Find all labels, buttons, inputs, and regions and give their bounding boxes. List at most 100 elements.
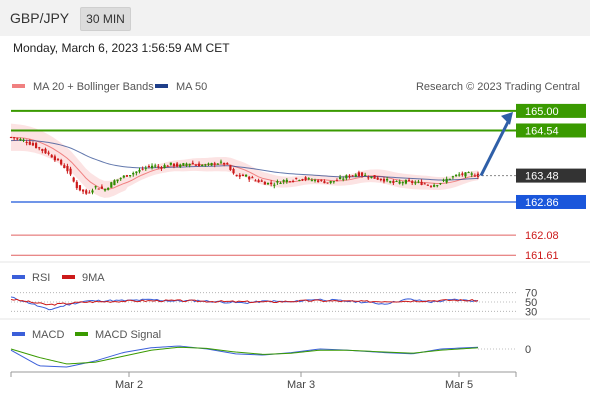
candle-body	[407, 179, 411, 181]
candle-body	[285, 179, 288, 182]
candle-body	[226, 163, 229, 165]
candle-body	[386, 179, 389, 181]
candle-body	[50, 155, 53, 158]
candle-body	[439, 183, 442, 185]
candle-body	[392, 180, 395, 184]
candle-body	[169, 162, 172, 165]
candle-body	[91, 190, 94, 193]
candle-body	[116, 179, 119, 182]
candle-body	[448, 178, 451, 180]
candle-body	[201, 165, 204, 167]
candle-body	[326, 182, 329, 184]
support-label: 162.86	[525, 197, 559, 209]
candle-body	[85, 190, 88, 194]
legend-label: MA 20 + Bollinger Bands	[33, 81, 154, 93]
candle-body	[470, 173, 473, 175]
candle-body	[329, 180, 332, 183]
candle-body	[442, 179, 445, 181]
candle-body	[56, 159, 60, 161]
candle-body	[141, 168, 144, 170]
candle-body	[357, 172, 360, 177]
rsi-tick: 70	[525, 288, 537, 300]
candle-body	[110, 182, 113, 188]
candle-body	[273, 184, 276, 186]
candle-body	[75, 181, 78, 189]
candle-body	[417, 181, 420, 183]
rsi-ma-line	[10, 298, 479, 306]
candle-body	[304, 177, 307, 180]
candle-body	[370, 176, 373, 179]
resistance-label: 165.00	[525, 106, 559, 118]
legend-label: RSI	[32, 272, 50, 284]
candle-body	[382, 178, 386, 182]
candle-body	[16, 138, 19, 140]
candle-body	[373, 175, 376, 179]
candle-body	[216, 163, 219, 165]
candle-body	[404, 180, 408, 184]
candle-body	[47, 152, 50, 154]
ma20-line	[10, 136, 479, 190]
candle-body	[279, 183, 282, 185]
candle-body	[248, 176, 251, 180]
x-tick-label: Mar 3	[287, 379, 315, 391]
extra-support-label: 162.08	[525, 230, 559, 242]
rsi-tick: 50	[525, 297, 537, 309]
legend-swatch	[155, 84, 168, 88]
candle-body	[166, 165, 169, 167]
current-price-label: 163.48	[525, 171, 559, 183]
candle-body	[398, 181, 401, 184]
candle-body	[88, 192, 91, 194]
legend-label: MACD Signal	[95, 329, 161, 341]
candle-body	[191, 162, 194, 164]
candle-body	[25, 142, 28, 144]
candle-body	[307, 178, 310, 180]
candle-body	[132, 172, 135, 175]
candle-body	[125, 175, 129, 177]
candle-body	[345, 175, 348, 179]
candle-body	[229, 165, 232, 170]
candle-body	[163, 165, 166, 169]
rsi-line	[10, 296, 479, 311]
candle-body	[379, 178, 382, 181]
bollinger-band	[11, 123, 478, 198]
target-arrow-shaft	[479, 119, 511, 177]
candle-body	[332, 181, 335, 183]
candle-body	[433, 185, 436, 187]
candle-body	[179, 164, 182, 167]
timeframe-button[interactable]: 30 MIN	[80, 7, 131, 31]
ma50-line	[10, 139, 479, 181]
candle-body	[194, 164, 198, 166]
candle-body	[451, 176, 455, 178]
current-price-badge	[516, 168, 586, 183]
resistance-badge	[516, 123, 586, 138]
legend-swatch	[75, 332, 88, 336]
candle-body	[28, 141, 31, 145]
candle-body	[13, 137, 16, 139]
candle-body	[257, 180, 260, 183]
candle-body	[160, 167, 163, 169]
candle-body	[19, 138, 22, 141]
candle-body	[348, 175, 351, 178]
chart-datetime: Monday, March 6, 2023 1:56:59 AM CET	[13, 41, 230, 55]
credit-text: Research © 2023 Trading Central	[416, 81, 580, 93]
candle-body	[276, 180, 279, 183]
candle-body	[251, 177, 254, 179]
candle-body	[129, 175, 132, 177]
candle-body	[254, 180, 257, 182]
candle-body	[185, 163, 188, 166]
legend-swatch	[12, 332, 25, 336]
candle-body	[401, 182, 404, 184]
candle-body	[135, 171, 138, 174]
candle-body	[260, 180, 263, 182]
candle-body	[445, 178, 448, 183]
candle-body	[107, 187, 110, 190]
candle-body	[241, 174, 245, 177]
resistance-badge	[516, 103, 586, 118]
candle-body	[342, 178, 345, 180]
candle-body	[157, 166, 160, 168]
candle-body	[144, 167, 147, 169]
legend-swatch	[62, 275, 75, 279]
macd-line	[10, 345, 479, 368]
candle-body	[44, 148, 47, 154]
candle-body	[288, 181, 292, 183]
